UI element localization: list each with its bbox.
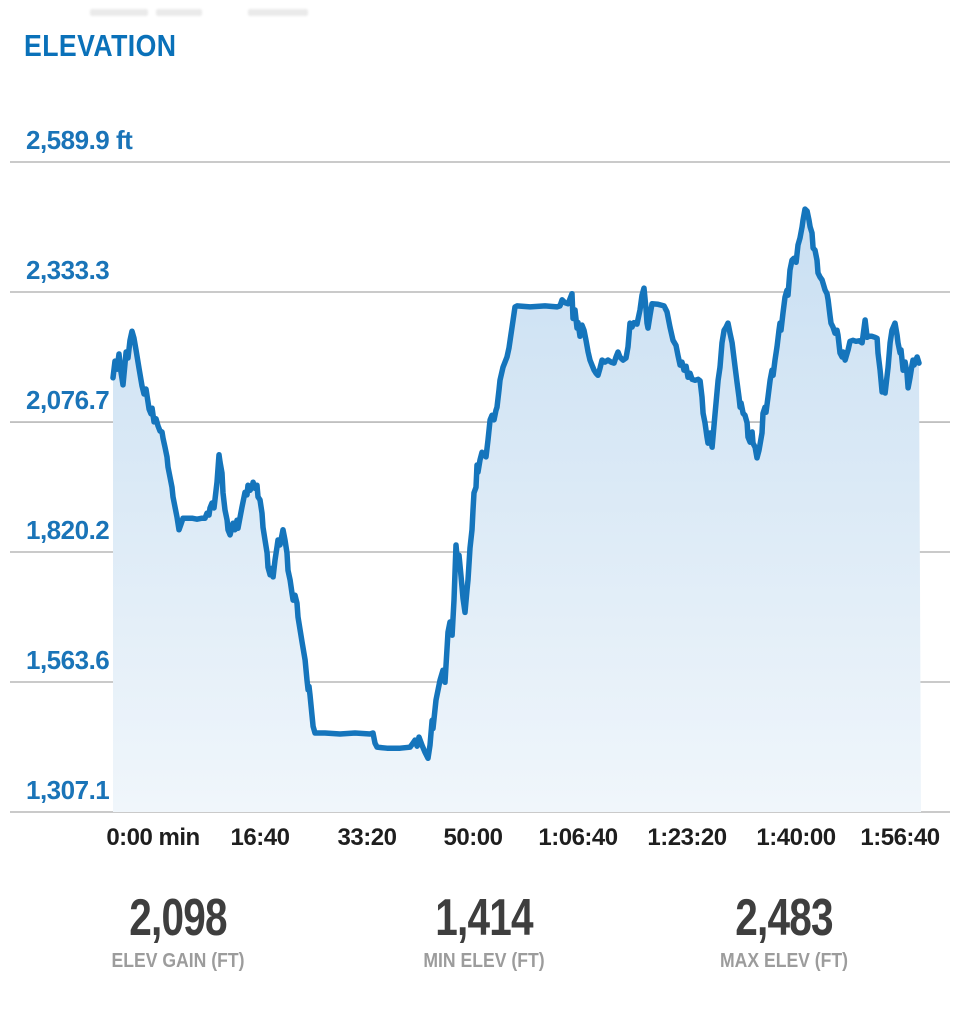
- x-tick-label: 1:06:40: [538, 824, 618, 851]
- stat-value: 2,483: [735, 889, 833, 947]
- stat-value: 1,414: [435, 889, 533, 947]
- elevation-line: [110, 206, 922, 762]
- stat-block: 2,098 ELEV GAIN (FT): [18, 892, 338, 973]
- page-title: ELEVATION: [24, 28, 177, 63]
- elevation-area-chart: [10, 161, 950, 813]
- y-tick-label: 2,333.3: [26, 255, 110, 286]
- x-tick-label: 1:56:40: [860, 824, 940, 851]
- x-tick-label: 1:23:20: [647, 824, 727, 851]
- stat-label: ELEV GAIN (FT): [111, 950, 245, 972]
- y-tick-label: 1,820.2: [26, 515, 110, 545]
- elevation-fill-area: [113, 209, 921, 813]
- x-tick-label: 50:00: [443, 824, 503, 851]
- stat-block: 2,483 MAX ELEV (FT): [624, 892, 944, 973]
- cropped-ui-artifact: [156, 9, 202, 16]
- stat-value: 2,098: [129, 889, 227, 947]
- stat-label: MAX ELEV (FT): [719, 950, 849, 972]
- x-tick-label: 1:40:00: [756, 824, 836, 851]
- x-tick-label: 33:20: [337, 824, 397, 851]
- cropped-ui-artifact: [248, 9, 308, 16]
- stat-label: MIN ELEV (FT): [423, 950, 545, 972]
- y-tick-label: 2,589.9 ft: [26, 125, 133, 155]
- x-tick-label: 0:00 min: [106, 824, 200, 851]
- stat-block: 1,414 MIN ELEV (FT): [324, 892, 644, 973]
- x-tick-label: 16:40: [230, 824, 290, 851]
- y-tick-label: 1,307.1: [26, 775, 110, 805]
- y-tick-label: 2,076.7: [26, 385, 110, 416]
- y-tick-label: 1,563.6: [26, 645, 110, 676]
- cropped-ui-artifact: [90, 9, 148, 16]
